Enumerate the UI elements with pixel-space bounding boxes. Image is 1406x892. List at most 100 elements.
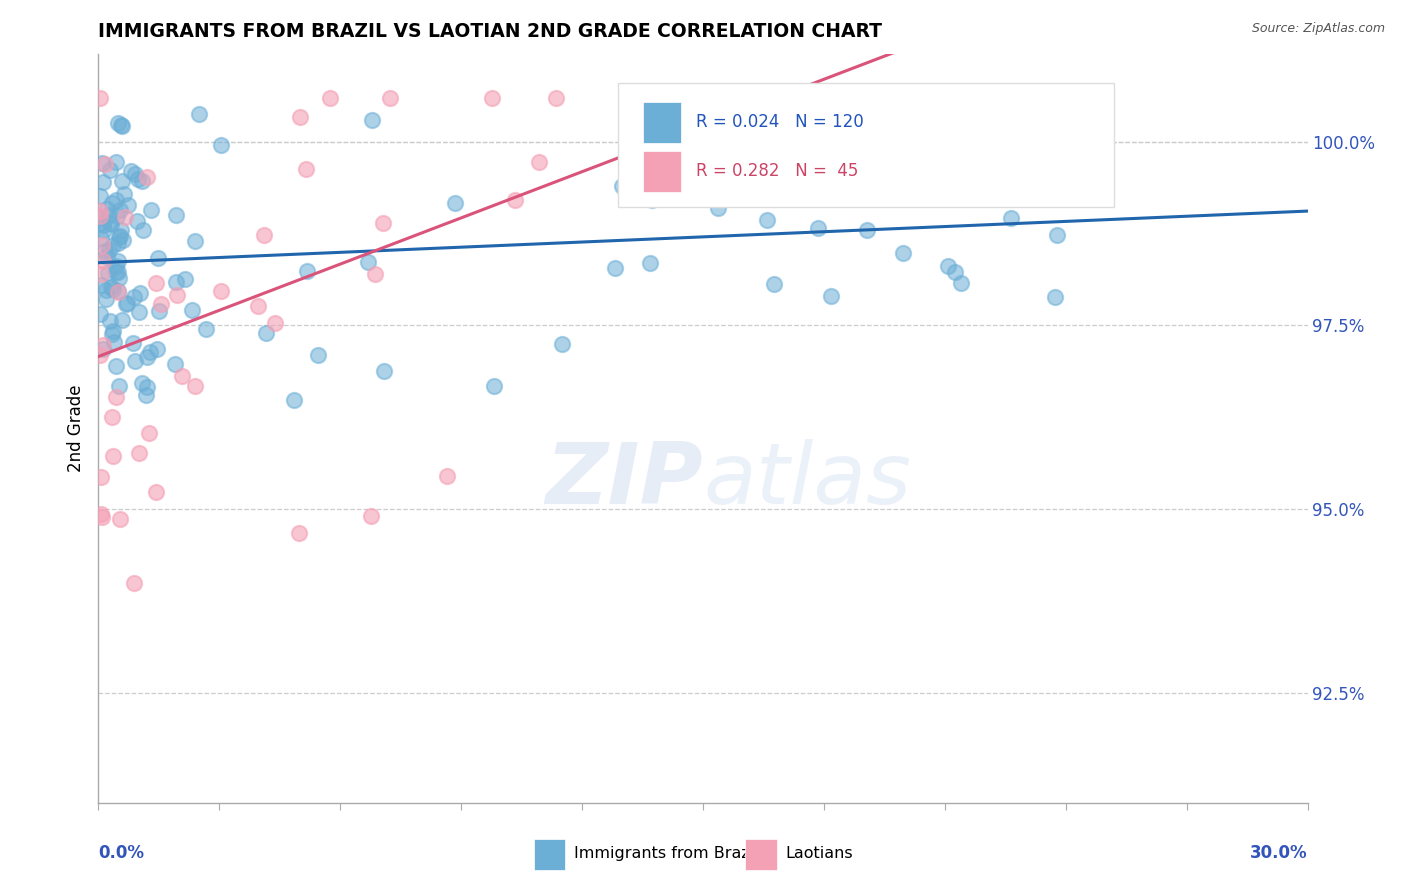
Text: Laotians: Laotians [785,847,853,862]
Bar [643,102,682,143]
Point [131,173,153,187]
Point [122,576,145,591]
Point [105,194,128,208]
Point [1043,290,1066,304]
Point [128,286,150,301]
Point [181,303,204,318]
Point [690,182,713,196]
Point [96,250,118,264]
Point [146,342,169,356]
Point [132,223,155,237]
Point [135,380,157,394]
Point [436,469,458,483]
Point [544,90,567,104]
Point [125,214,148,228]
Point [94,157,117,171]
Point [90,508,112,522]
Point [90,231,112,245]
Point [264,316,287,330]
Point [103,335,125,350]
Point [482,379,505,393]
Point [105,390,128,404]
Point [120,164,142,178]
Point [319,90,342,104]
Point [165,208,187,222]
Text: Immigrants from Brazil: Immigrants from Brazil [574,847,758,862]
Point [107,116,129,130]
Point [89,189,111,203]
Point [105,259,128,273]
Point [90,216,112,230]
Point [98,216,121,230]
Point [131,376,153,390]
Point [184,379,207,393]
Point [98,163,121,178]
Point [165,275,187,289]
Point [551,336,574,351]
Point [91,342,114,356]
Point [1000,211,1022,226]
Point [949,276,972,290]
Text: ZIP: ZIP [546,439,703,522]
Point [927,153,949,168]
Point [93,222,115,236]
Point [360,113,382,128]
Point [127,172,149,186]
Point [122,290,145,304]
Point [103,283,125,297]
Point [89,204,111,219]
Point [105,209,128,223]
Point [90,278,112,293]
Point [150,297,173,311]
Point [254,326,277,340]
Point [107,271,129,285]
Point [907,149,929,163]
Point [111,119,134,133]
Point [101,238,124,252]
Point [288,526,311,541]
Text: R = 0.024   N = 120: R = 0.024 N = 120 [696,113,863,131]
Point [114,210,136,224]
Point [91,253,114,268]
Point [638,256,661,270]
Point [90,267,112,281]
Bar [745,838,776,871]
Point [380,90,402,104]
Point [104,359,127,373]
Point [360,508,382,523]
Point [104,155,127,169]
Point [112,187,135,202]
Point [295,264,318,278]
Point [98,243,121,257]
Point [108,229,131,244]
Point [124,167,146,181]
Point [89,209,111,223]
FancyBboxPatch shape [619,84,1114,207]
Point [100,217,122,231]
Point [91,218,114,232]
Point [148,304,170,318]
Point [163,357,186,371]
Point [605,260,627,275]
Point [107,284,129,298]
Point [211,138,233,153]
Point [990,90,1012,104]
Point [195,322,218,336]
Point [373,364,395,378]
Point [707,201,730,215]
Point [112,233,135,247]
Point [101,450,124,464]
Text: R = 0.282   N =  45: R = 0.282 N = 45 [696,162,858,180]
Point [136,170,159,185]
Point [97,266,120,280]
Point [283,392,305,407]
Point [756,213,779,227]
Point [94,244,117,258]
Point [891,245,914,260]
Point [610,179,633,194]
Point [124,354,146,368]
Point [173,272,195,286]
Point [943,265,966,279]
Point [90,237,112,252]
Point [103,324,125,338]
